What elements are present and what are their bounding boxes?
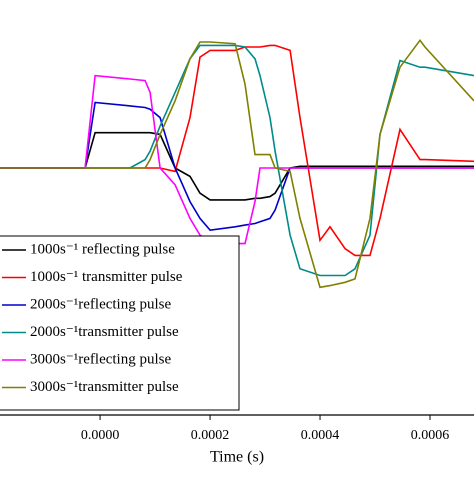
- x-tick-label: 0.0002: [191, 428, 230, 443]
- x-tick-label: 0.0006: [411, 428, 450, 443]
- series-line: [0, 44, 474, 257]
- legend-label: 1000s⁻¹ transmitter pulse: [30, 269, 183, 285]
- x-axis-label: Time (s): [210, 449, 264, 466]
- x-tick-label: 0.0004: [301, 428, 340, 443]
- x-tick-label: 0.0000: [81, 428, 120, 443]
- legend: 1000s⁻¹ reflecting pulse 1000s⁻¹ transmit…: [0, 235, 240, 411]
- series-line: [0, 74, 474, 245]
- legend-label: 3000s⁻¹reflecting pulse: [30, 351, 171, 367]
- legend-label: 2000s⁻¹transmitter pulse: [30, 324, 179, 340]
- legend-box: [0, 235, 240, 411]
- series-line: [0, 44, 474, 277]
- legend-label: 2000s⁻¹reflecting pulse: [30, 296, 171, 312]
- legend-label: 3000s⁻¹transmitter pulse: [30, 379, 179, 395]
- legend-label: 1000s⁻¹ reflecting pulse: [30, 241, 175, 257]
- series-line: [0, 38, 474, 289]
- series-line: [0, 131, 474, 201]
